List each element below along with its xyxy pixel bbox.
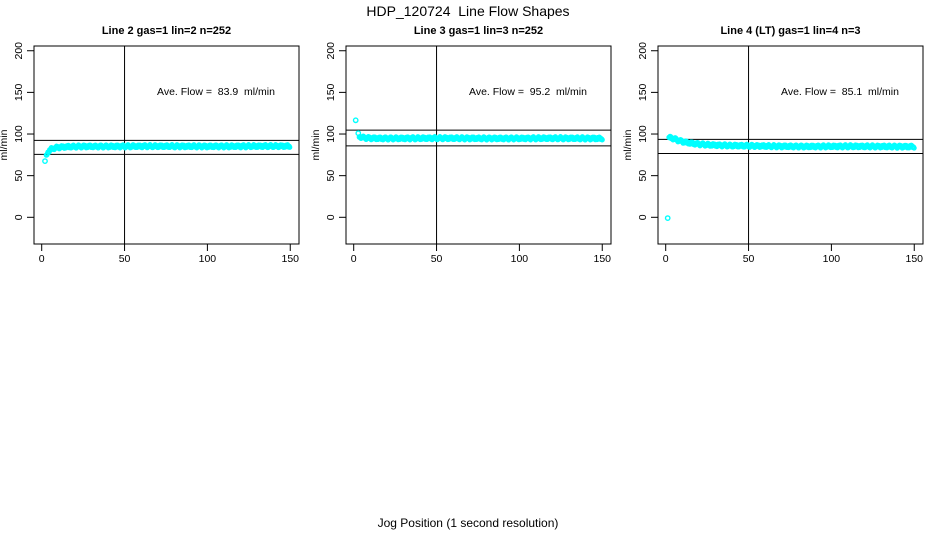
- data-points: [664, 133, 917, 222]
- plot-box: [33, 45, 300, 245]
- x-tick-label: 50: [119, 253, 131, 265]
- y-tick-label: 150: [637, 83, 649, 101]
- x-tick-label: 0: [351, 253, 357, 265]
- x-tick-label: 50: [431, 253, 443, 265]
- ave-flow-annotation-line4: Ave. Flow = 85.1 ml/min: [781, 86, 899, 98]
- x-tick-label: 100: [511, 253, 529, 265]
- y-tick-label: 50: [13, 170, 25, 182]
- outlier-point: [355, 130, 362, 137]
- x-tick-label: 150: [281, 253, 299, 265]
- outlier-point: [352, 117, 359, 124]
- panel-title-line3: Line 3 gas=1 lin=3 n=252: [413, 25, 544, 37]
- y-axis-label-line3: ml/min: [310, 129, 322, 161]
- data-points: [352, 117, 605, 143]
- plot-box: [345, 45, 612, 245]
- y-tick-label: 50: [325, 170, 337, 182]
- y-tick-label: 100: [637, 125, 649, 143]
- panel-plot-1: 0 50 100 150 0 50 100 150 200: [13, 42, 300, 265]
- y-axis-label-line4: ml/min: [622, 129, 634, 161]
- ave-flow-annotation-line3: Ave. Flow = 95.2 ml/min: [469, 86, 587, 98]
- y-tick-label: 50: [637, 170, 649, 182]
- y-tick-label: 100: [13, 125, 25, 143]
- data-points: [42, 141, 293, 165]
- panel-title-line2: Line 2 gas=1 lin=2 n=252: [101, 25, 232, 37]
- panel-plot-3: 0 50 100 150 0 50 100 150 200: [637, 42, 924, 265]
- x-tick-label: 100: [199, 253, 217, 265]
- y-tick-label: 0: [637, 214, 649, 220]
- y-tick-label: 0: [325, 214, 337, 220]
- y-tick-label: 150: [13, 83, 25, 101]
- outlier-point: [42, 158, 48, 165]
- x-tick-label: 150: [905, 253, 923, 265]
- ave-flow-annotation-line2: Ave. Flow = 83.9 ml/min: [157, 86, 275, 98]
- x-axis-label: Jog Position (1 second resolution): [377, 516, 559, 530]
- x-tick-label: 100: [823, 253, 841, 265]
- x-tick-label: 0: [39, 253, 45, 265]
- y-tick-label: 200: [325, 42, 337, 60]
- y-tick-label: 200: [637, 42, 649, 60]
- page-title: HDP_120724 Line Flow Shapes: [366, 3, 570, 19]
- x-tick-label: 150: [593, 253, 611, 265]
- panel-plot-2: 0 50 100 150 0 50 100 150 200: [325, 42, 612, 265]
- y-tick-label: 200: [13, 42, 25, 60]
- x-tick-label: 50: [743, 253, 755, 265]
- y-tick-label: 150: [325, 83, 337, 101]
- x-tick-label: 0: [663, 253, 669, 265]
- plot-box: [657, 45, 924, 245]
- y-tick-label: 0: [13, 214, 25, 220]
- y-axis-label-line2: ml/min: [0, 129, 10, 161]
- y-tick-label: 100: [325, 125, 337, 143]
- panel-title-line4: Line 4 (LT) gas=1 lin=4 n=3: [720, 25, 861, 37]
- outlier-point: [664, 215, 671, 222]
